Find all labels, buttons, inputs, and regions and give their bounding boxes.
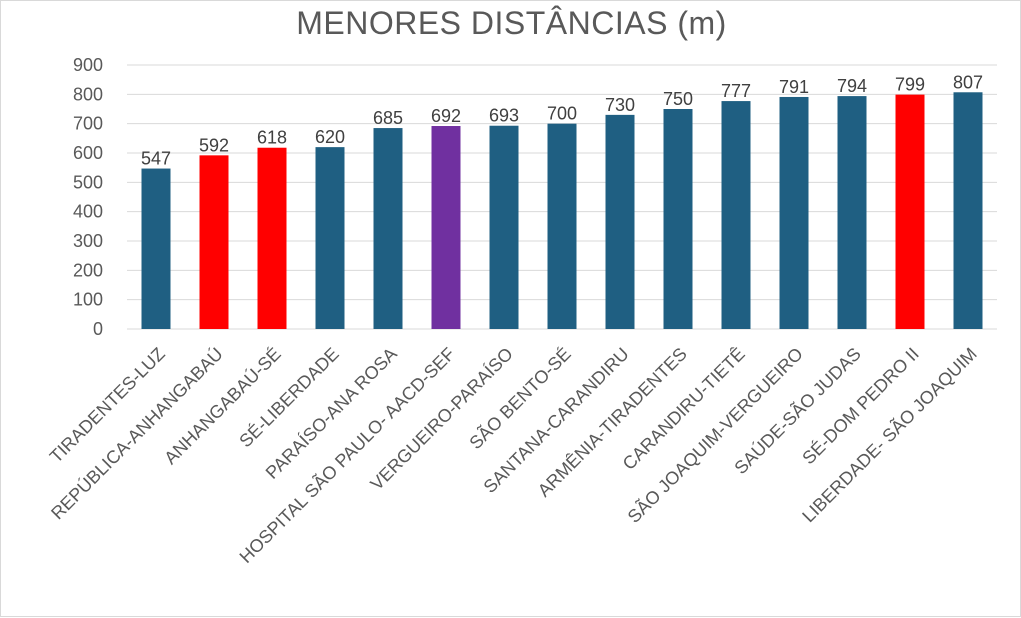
- y-tick-label: 400: [73, 202, 103, 222]
- category-label: SÉ-LIBERDADE: [235, 344, 343, 452]
- data-label: 547: [141, 149, 171, 169]
- data-label: 799: [895, 75, 925, 95]
- y-tick-label: 800: [73, 84, 103, 104]
- bar-11: [721, 101, 751, 329]
- data-label: 618: [257, 128, 287, 148]
- data-label: 794: [837, 76, 867, 96]
- bar-9: [605, 114, 635, 329]
- data-label: 750: [663, 89, 693, 109]
- bar-15: [953, 92, 983, 329]
- data-label: 592: [199, 135, 229, 155]
- bar-7: [489, 125, 519, 329]
- chart-title: MENORES DISTÂNCIAS (m): [296, 5, 727, 41]
- data-label: 791: [779, 77, 809, 97]
- y-tick-label: 900: [73, 55, 103, 75]
- y-tick-label: 100: [73, 290, 103, 310]
- bar-3: [257, 147, 287, 329]
- y-tick-label: 200: [73, 260, 103, 280]
- bar-12: [779, 96, 809, 330]
- bar-4: [315, 147, 345, 329]
- y-tick-label: 300: [73, 231, 103, 251]
- data-label: 730: [605, 95, 635, 115]
- y-tick-label: 0: [93, 319, 103, 339]
- bar-13: [837, 96, 867, 330]
- y-tick-label: 700: [73, 114, 103, 134]
- category-label: HOSPITAL SÃO PAULO- AACD-SEF: [235, 343, 459, 567]
- data-label: 807: [953, 72, 983, 92]
- data-label: 693: [489, 106, 519, 126]
- data-label: 620: [315, 127, 345, 147]
- bar-10: [663, 109, 693, 329]
- bar-2: [199, 155, 229, 329]
- data-label: 692: [431, 106, 461, 126]
- y-tick-label: 500: [73, 172, 103, 192]
- data-label: 685: [373, 108, 403, 128]
- category-label: SÃO BENTO-SÉ: [465, 343, 575, 453]
- bar-5: [373, 128, 403, 329]
- bar-8: [547, 123, 577, 330]
- y-tick-label: 600: [73, 143, 103, 163]
- bar-14: [895, 94, 925, 329]
- data-label: 700: [547, 104, 577, 124]
- bar-1: [141, 168, 171, 329]
- bar-6: [431, 126, 461, 329]
- data-label: 777: [721, 81, 751, 101]
